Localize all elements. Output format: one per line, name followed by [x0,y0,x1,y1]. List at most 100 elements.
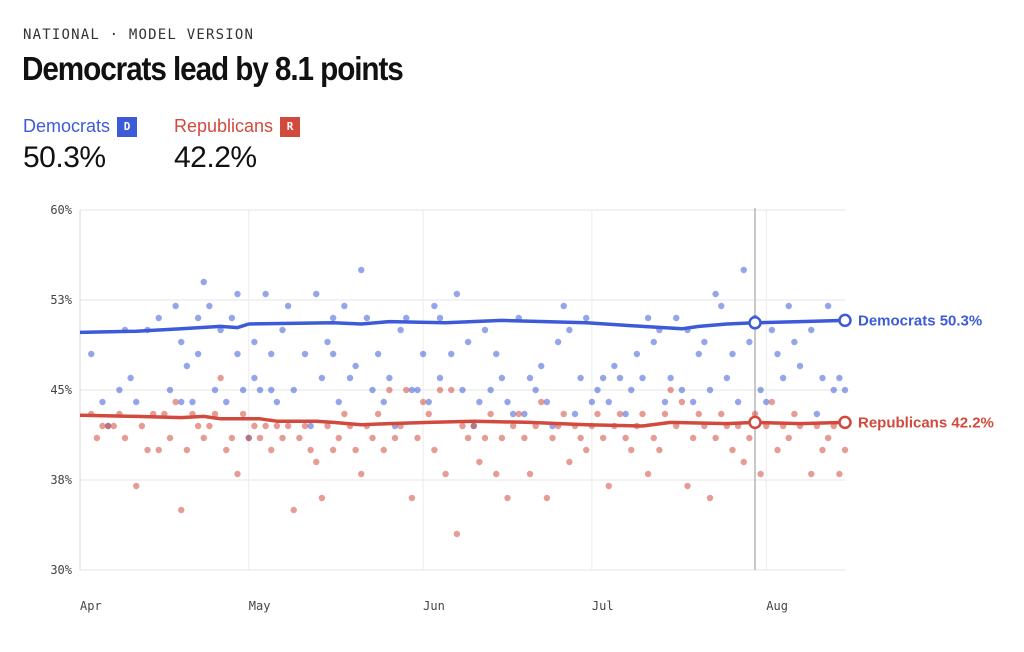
dem-poll-point [841,386,849,394]
rep-poll-point [605,482,612,490]
rep-poll-point [403,386,410,394]
dem-poll-point [498,374,506,382]
dem-poll-point [628,386,635,394]
dem-poll-point [678,386,686,394]
dem-poll-point [425,398,432,406]
dem-poll-point [363,314,371,322]
dem-marker-dot [748,316,762,330]
rep-poll-point [335,434,342,442]
dem-poll-point [673,314,680,322]
rep-poll-point [526,470,534,478]
dem-poll-point [757,386,764,394]
rep-poll-point [487,410,494,418]
rep-poll-point [425,410,432,418]
y-axis: 60% 53% 45% 38% 30% [50,203,72,577]
dem-poll-point [588,398,596,406]
rep-poll-point [183,446,191,454]
dem-poll-point [734,398,742,406]
rep-poll-point [493,470,500,478]
rep-poll-point [819,446,826,454]
rep-poll-point [836,470,843,478]
rep-poll-point [498,434,506,442]
dem-poll-point [830,386,837,394]
rep-poll-point [318,494,326,502]
chart-grid [79,208,845,571]
rep-poll-point [583,446,590,454]
y-tick-label: 45% [50,383,72,397]
rep-poll-point [667,386,674,394]
dem-poll-point [268,350,275,358]
rep-poll-point [476,458,483,466]
rep-poll-point [453,530,461,538]
dem-poll-point [791,338,798,346]
dem-poll-point [481,326,489,334]
dem-poll-point [313,290,320,298]
rep-poll-point [549,434,556,442]
dem-poll-point [695,350,702,358]
dem-poll-point [487,386,494,394]
dem-poll-point [380,398,387,406]
rep-poll-point [166,434,174,442]
dem-poll-point [133,398,140,406]
rep-poll-point [656,446,663,454]
dem-poll-point [622,410,629,418]
rep-poll-point [234,470,241,478]
dem-poll-point [808,326,815,334]
section-eyebrow: NATIONAL · MODEL VERSION [23,27,255,43]
x-tick-label: Apr [80,599,102,613]
dem-poll-point [723,374,731,382]
rep-poll-point [408,494,416,502]
dem-poll-point [194,314,202,322]
dem-poll-point [718,302,725,310]
dem-poll-point [453,290,461,298]
dem-poll-point [476,398,483,406]
rep-poll-point [622,434,629,442]
dem-poll-point [217,326,224,334]
polling-chart: 60% 53% 45% 38% 30% Apr May Jun Jul Aug Democrat… [50,203,994,613]
dem-poll-point [768,326,776,334]
dem-poll-point [335,398,342,406]
dem-poll-point [729,350,736,358]
rep-summary: Republicans R 42.2% [174,116,301,175]
rep-poll-point [217,374,224,382]
dem-poll-point [358,266,365,274]
dem-poll-point [616,374,624,382]
rep-poll-point [380,446,387,454]
rep-poll-point [824,434,832,442]
dem-end-label: Democrats 50.3% [858,312,982,329]
rep-poll-point [808,470,815,478]
page-title: Democrats lead by 8.1 points [22,50,404,87]
dem-poll-point [324,338,331,346]
dem-poll-point [251,338,258,346]
dem-poll-point [414,386,421,394]
dem-poll-point [509,410,517,418]
dem-poll-point [346,374,354,382]
dem-poll-point [706,386,714,394]
dem-poll-point [566,326,573,334]
rep-poll-point [746,434,753,442]
dem-poll-point [178,398,185,406]
dem-poll-point [436,314,444,322]
rep-poll-point [431,446,438,454]
dem-poll-point [189,398,196,406]
rep-end-dot [838,415,852,430]
dem-poll-point [234,350,241,358]
dem-poll-point [99,398,106,406]
rep-poll-point [459,422,466,430]
dem-poll-point [538,362,545,370]
rep-poll-point [774,446,781,454]
dem-poll-point [206,302,213,310]
dem-poll-point [436,374,444,382]
x-axis: Apr May Jun Jul Aug [80,599,788,613]
rep-poll-point [313,458,320,466]
dem-poll-point [577,374,584,382]
trend-lines [79,318,846,428]
dem-poll-point [397,326,404,334]
rep-poll-point [841,446,849,454]
rep-poll-point [386,386,393,394]
dem-poll-point [813,410,821,418]
dem-poll-point [779,374,787,382]
x-tick-label: May [249,599,271,613]
rep-poll-point [99,422,106,430]
dem-poll-point [774,350,781,358]
